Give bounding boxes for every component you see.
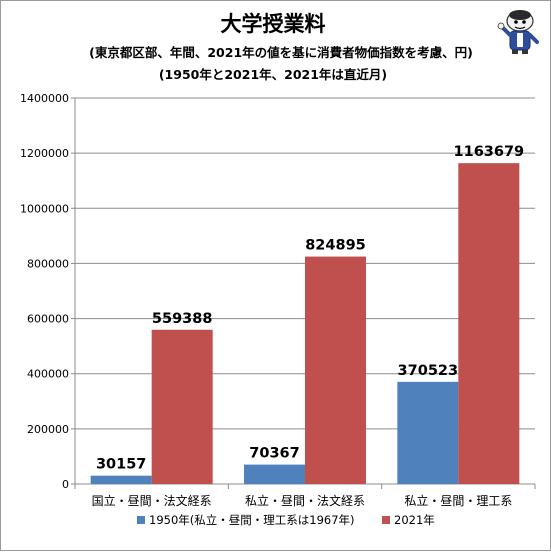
chart-subtitle-line-1: (東京都区部、年間、2021年の値を基に消費者物価指数を考慮、円) xyxy=(89,45,473,60)
bar-value-label: 1163679 xyxy=(454,144,525,160)
bar-value-label: 70367 xyxy=(249,446,299,462)
bar-value-label: 559388 xyxy=(152,311,213,327)
bar-value-label: 30157 xyxy=(96,457,146,473)
y-tick-label: 1400000 xyxy=(20,92,69,105)
chart-subtitle-line-2: (1950年と2021年、2021年は直近月) xyxy=(159,67,387,82)
legend-label: 1950年(私立・昼間・理工系は1967年) xyxy=(149,513,355,527)
bar xyxy=(90,475,152,484)
y-tick-label: 0 xyxy=(62,478,69,491)
bar-value-label: 370523 xyxy=(398,363,459,379)
mascot-character-icon xyxy=(497,10,539,54)
legend-swatch xyxy=(382,516,390,524)
legend: 1950年(私立・昼間・理工系は1967年) 2021年 xyxy=(137,513,435,527)
bar xyxy=(244,464,305,484)
y-tick-label: 800000 xyxy=(27,257,69,270)
y-tick-label: 1000000 xyxy=(20,202,69,215)
bar xyxy=(151,329,213,484)
legend-label: 2021年 xyxy=(394,513,435,527)
data-labels: 30157 559388 70367 824895 370523 1163679 xyxy=(96,144,524,473)
chart-title: 大学授業料 xyxy=(221,12,326,36)
y-tick-label: 400000 xyxy=(27,368,69,381)
x-category-label: 私立・昼間・法文経系 xyxy=(245,493,365,508)
bar xyxy=(305,256,366,484)
x-category-label: 私立・昼間・理工系 xyxy=(404,493,512,508)
y-tick-label: 200000 xyxy=(27,423,69,436)
y-tick-label: 600000 xyxy=(27,313,69,326)
bar-value-label: 824895 xyxy=(305,238,366,254)
legend-swatch xyxy=(137,516,145,524)
bars xyxy=(90,163,520,484)
bar xyxy=(458,163,520,484)
y-tick-label: 1200000 xyxy=(20,147,69,160)
axes: 0 200000 400000 600000 800000 1000000 1200000 1… xyxy=(20,92,536,508)
bar xyxy=(397,381,459,484)
x-category-label: 国立・昼間・法文経系 xyxy=(92,493,212,508)
